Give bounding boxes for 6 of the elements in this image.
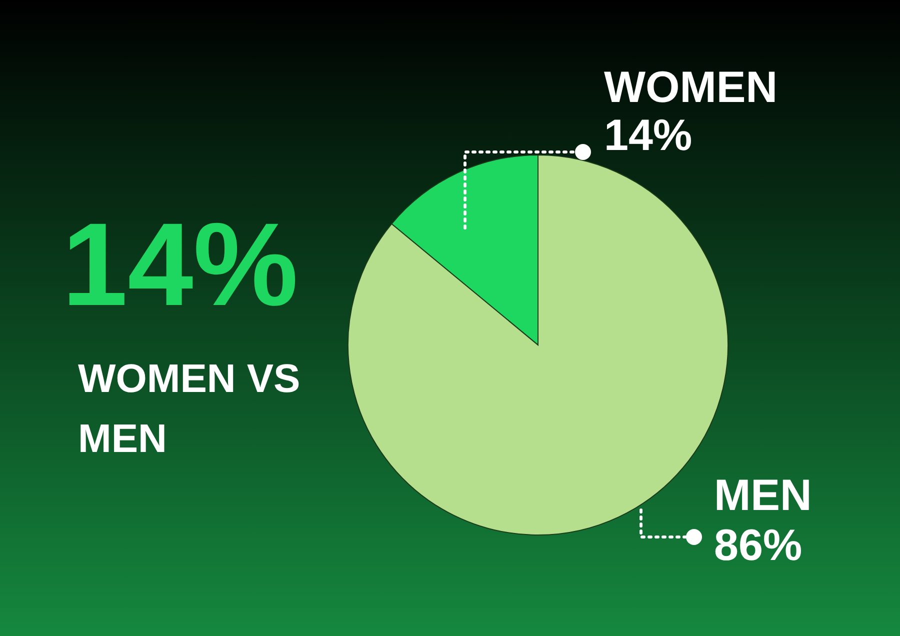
data-label: 14% [604, 111, 692, 160]
data-label: 86% [714, 521, 802, 570]
slice-label: WOMEN [604, 63, 778, 112]
text: 14% [62, 199, 298, 331]
text: WOMEN VS MEN [78, 357, 300, 461]
slice-label: MEN [714, 471, 812, 520]
